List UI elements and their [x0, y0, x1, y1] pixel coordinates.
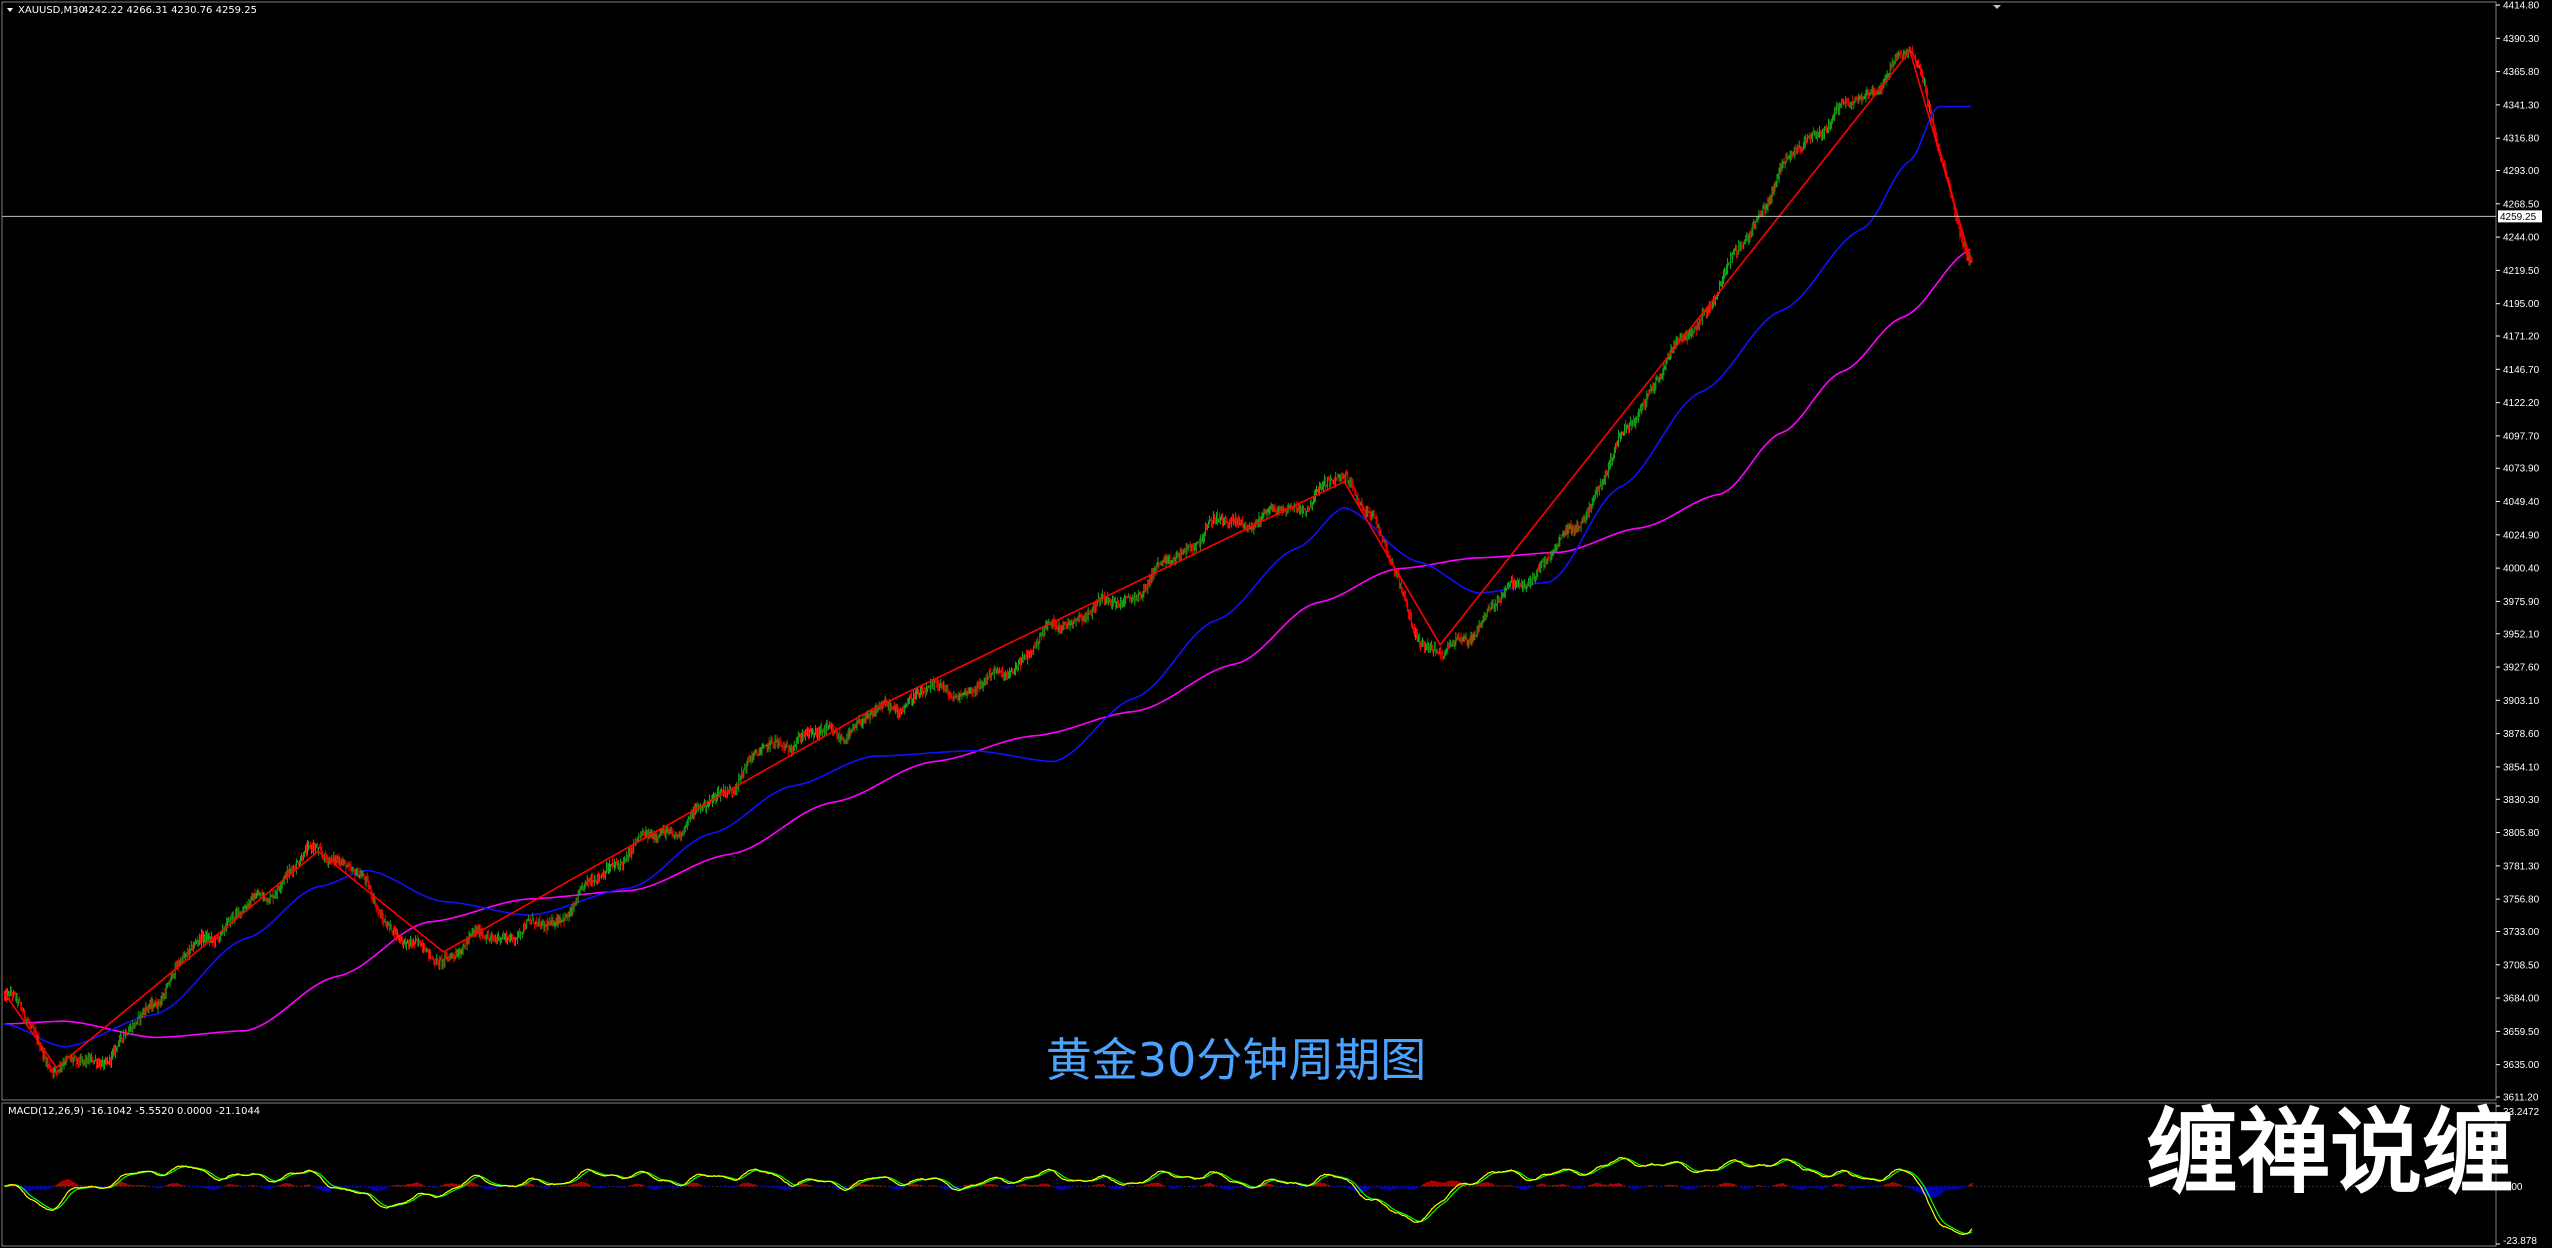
price-tick-label: 4365.80 [2503, 67, 2540, 78]
macd-tick-label: -23.878 [2503, 1236, 2537, 1247]
macd-pane-frame [1, 1102, 2497, 1247]
ma-fast-path [3, 105, 1971, 1048]
price-tick-label: 3975.90 [2503, 597, 2540, 608]
price-tick-label: 3659.50 [2503, 1027, 2540, 1038]
price-tick-label: 3684.00 [2503, 994, 2540, 1005]
price-tick-label: 4000.40 [2503, 564, 2540, 575]
price-tick-label: 3903.10 [2503, 696, 2540, 707]
macd-indicator: 33.2472 0.00 -23.878 [4, 1105, 2540, 1247]
price-tick-label: 4171.20 [2503, 332, 2540, 343]
macd-tick-label: 0.00 [2503, 1182, 2523, 1193]
price-tick-label: 4122.20 [2503, 398, 2540, 409]
price-tick-label: 4097.70 [2503, 431, 2540, 442]
main-pane-frame [1, 1, 2497, 1101]
price-tick-label: 3830.30 [2503, 795, 2540, 806]
price-tick-label: 4341.30 [2503, 100, 2540, 111]
current-price-marker: 4259.25 [2, 210, 2542, 223]
shift-marker-icon[interactable] [1993, 5, 2001, 9]
zigzag-line [3, 49, 1973, 1069]
price-axis: 4414.80 4390.30 4365.80 4341.30 4316.80 4293.… [2496, 1, 2540, 1104]
price-tick-label: 3733.00 [2503, 927, 2540, 938]
price-tick-label: 4073.90 [2503, 464, 2540, 475]
menu-triangle-icon[interactable] [7, 8, 13, 12]
watermark-title: 黄金30分钟周期图 [1046, 1033, 1427, 1087]
current-price-tag [2498, 210, 2542, 223]
macd-main-line [4, 1156, 1973, 1236]
price-tick-label: 4244.00 [2503, 233, 2540, 244]
macd-tick-label: 33.2472 [2503, 1107, 2540, 1118]
price-tick-label: 3805.80 [2503, 828, 2540, 839]
price-tick-label: 3635.00 [2503, 1060, 2540, 1071]
zigzag-path [3, 49, 1973, 1069]
price-tick-label: 3952.10 [2503, 629, 2540, 640]
brand-watermark: 缠禅说缠 [2146, 1099, 2514, 1206]
price-tick-label: 4146.70 [2503, 365, 2540, 376]
price-tick-label: 3781.30 [2503, 861, 2540, 872]
current-price-label: 4259.25 [2500, 212, 2537, 223]
ma-fast-line [3, 105, 1971, 1048]
price-tick-label: 3611.20 [2503, 1093, 2539, 1104]
price-tick-label: 4268.50 [2503, 199, 2540, 210]
ma-slow-path [3, 248, 1971, 1039]
price-tick-label: 4024.90 [2503, 530, 2540, 541]
price-tick-label: 4316.80 [2503, 134, 2540, 145]
price-tick-label: 3878.60 [2503, 729, 2540, 740]
price-tick-label: 3927.60 [2503, 663, 2540, 674]
price-tick-label: 4195.00 [2503, 299, 2540, 310]
price-tick-label: 3756.80 [2503, 895, 2540, 906]
price-tick-label: 4049.40 [2503, 497, 2540, 508]
price-tick-label: 4293.00 [2503, 166, 2540, 177]
ohlc-label: 4242.22 4266.31 4230.76 4259.25 [82, 5, 257, 16]
ma-slow-line [3, 248, 1971, 1039]
price-tick-label: 3708.50 [2503, 960, 2540, 971]
price-tick-label: 4219.50 [2503, 266, 2540, 277]
price-tick-label: 4414.80 [2503, 1, 2540, 12]
symbol-label: XAUUSD,M30 [18, 5, 85, 16]
price-tick-label: 3854.10 [2503, 762, 2540, 773]
macd-label: MACD(12,26,9) -16.1042 -5.5520 0.0000 -2… [8, 1106, 260, 1117]
price-tick-label: 4390.30 [2503, 34, 2540, 45]
